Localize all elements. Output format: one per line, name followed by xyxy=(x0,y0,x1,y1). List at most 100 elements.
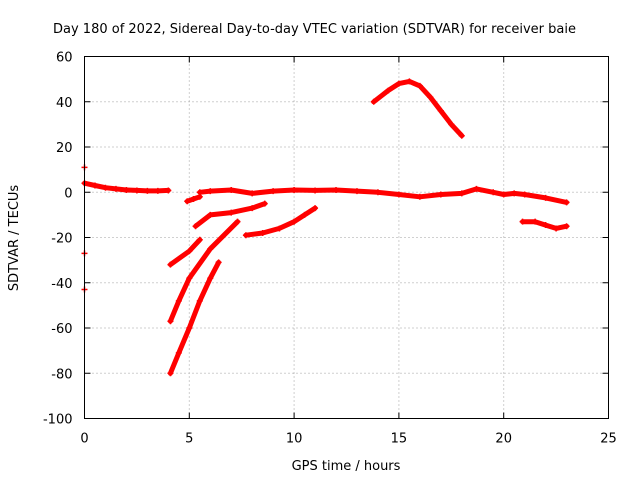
chart-title: Day 180 of 2022, Sidereal Day-to-day VTE… xyxy=(53,22,576,37)
data-point xyxy=(249,190,256,197)
y-tick-label: 40 xyxy=(56,96,73,111)
y-axis-label: SDTVAR / TECUs xyxy=(7,185,22,292)
data-point xyxy=(249,205,256,212)
data-point xyxy=(91,182,98,189)
data-point xyxy=(144,187,151,194)
data-point xyxy=(196,236,203,243)
y-tick-label: 60 xyxy=(56,51,73,66)
data-point xyxy=(167,261,174,268)
data-point xyxy=(458,132,465,139)
data-series xyxy=(519,218,570,232)
data-point xyxy=(374,189,381,196)
data-point xyxy=(167,370,174,377)
data-point xyxy=(511,190,518,197)
y-tick-label: -80 xyxy=(51,367,72,382)
data-point xyxy=(406,78,413,85)
data-point xyxy=(276,225,283,232)
series-trace xyxy=(167,219,240,324)
data-point xyxy=(215,259,222,266)
data-point xyxy=(563,199,570,206)
y-tick-label: -40 xyxy=(51,277,72,292)
data-point xyxy=(395,191,402,198)
x-axis-label: GPS time / hours xyxy=(292,459,401,474)
y-tick-label: -20 xyxy=(51,232,72,247)
data-point xyxy=(192,223,199,230)
data-point xyxy=(186,325,193,331)
data-series xyxy=(242,205,319,239)
data-point xyxy=(175,349,182,356)
y-tick-label: -60 xyxy=(51,322,72,337)
data-point xyxy=(353,188,360,195)
data-series xyxy=(167,218,241,325)
data-series xyxy=(81,180,172,194)
data-point xyxy=(542,194,549,201)
x-tick-label: 5 xyxy=(185,432,193,447)
data-point xyxy=(175,297,182,304)
data-point xyxy=(542,222,549,229)
data-point xyxy=(154,187,161,194)
data-point xyxy=(291,186,298,193)
data-series xyxy=(184,193,203,205)
data-series-group xyxy=(81,78,570,377)
data-point xyxy=(553,225,560,232)
data-point xyxy=(312,187,319,194)
data-series xyxy=(196,185,570,206)
series-trace xyxy=(193,201,268,229)
data-point xyxy=(416,193,423,200)
data-point xyxy=(312,205,319,212)
data-point xyxy=(234,218,241,225)
series-trace xyxy=(167,237,203,268)
data-point xyxy=(207,275,214,282)
y-tick-label: 20 xyxy=(56,141,73,156)
plot-frame xyxy=(84,56,609,419)
data-series xyxy=(167,236,203,268)
data-point xyxy=(190,196,197,203)
x-tick-label: 25 xyxy=(600,432,617,447)
x-tick-label: 10 xyxy=(286,432,303,447)
y-tick-label: -100 xyxy=(43,413,73,428)
data-point xyxy=(490,189,497,196)
data-point xyxy=(196,297,203,304)
data-point xyxy=(133,187,140,194)
data-point xyxy=(385,87,392,94)
data-point xyxy=(333,186,340,193)
data-point xyxy=(427,94,434,101)
data-point xyxy=(242,232,249,239)
data-point xyxy=(207,211,214,218)
data-point xyxy=(259,229,266,236)
data-point xyxy=(167,318,174,325)
data-point xyxy=(563,223,570,230)
series-trace xyxy=(371,78,465,139)
data-point xyxy=(184,198,191,205)
axis-ticks: 0 5 10 15 20 25 -100 -80 -60 -40 -20 0 20 40 60 xyxy=(43,51,617,447)
data-point xyxy=(112,185,119,192)
data-point xyxy=(458,190,465,197)
data-series xyxy=(167,259,222,377)
data-point xyxy=(416,82,423,89)
data-point xyxy=(186,275,193,282)
data-point xyxy=(519,218,526,225)
series-trace xyxy=(167,259,222,376)
data-point xyxy=(186,248,193,255)
data-point xyxy=(291,218,298,225)
data-point xyxy=(448,121,455,128)
data-point xyxy=(228,186,235,193)
data-point xyxy=(370,98,377,105)
data-point xyxy=(207,188,214,195)
data-point xyxy=(532,218,539,225)
data-point xyxy=(123,186,130,193)
data-point xyxy=(270,188,277,195)
x-tick-label: 20 xyxy=(495,432,512,447)
data-series xyxy=(370,78,465,139)
data-point xyxy=(473,185,480,192)
data-point xyxy=(228,209,235,216)
data-point xyxy=(165,187,172,194)
x-tick-label: 15 xyxy=(391,432,408,447)
x-tick-label: 0 xyxy=(80,432,88,447)
data-point xyxy=(261,200,268,207)
y-tick-label: 0 xyxy=(64,186,72,201)
data-series xyxy=(192,200,268,230)
data-point xyxy=(207,245,214,252)
grid-lines xyxy=(84,56,609,419)
